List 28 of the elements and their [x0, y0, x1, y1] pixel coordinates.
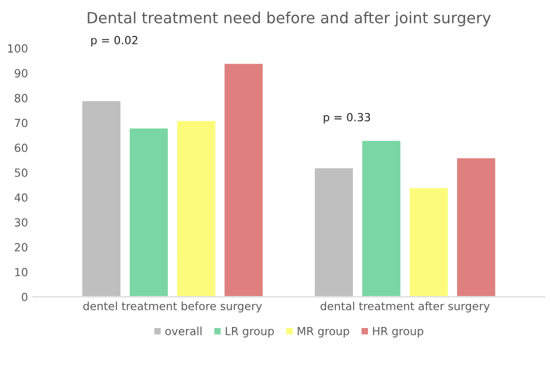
y-tick-label: 10: [15, 268, 28, 276]
bar: [360, 140, 402, 297]
y-tick-label: 50: [14, 168, 28, 177]
y-tick-label: 20: [14, 243, 28, 252]
y-tick-label: 80: [14, 94, 28, 102]
bar: [128, 127, 170, 297]
y-tick-label: 70: [14, 118, 28, 128]
bar: [223, 62, 264, 297]
x-tick-label: dentel treatment before surgery: [83, 302, 262, 312]
bar: [176, 120, 217, 297]
bar: [408, 186, 450, 297]
x-tick-label: dental treatment after surgery: [320, 302, 490, 312]
y-tick-label: 30: [14, 218, 28, 227]
legend-label: overall: [165, 326, 202, 336]
bar: [80, 100, 122, 297]
legend-label: MR group: [298, 327, 350, 338]
legend-label: LR group: [226, 327, 274, 338]
bar: [456, 156, 497, 297]
y-tick-label: 60: [14, 144, 28, 152]
legend-label: HR group: [373, 327, 424, 338]
text: p = 0.02: [91, 36, 138, 46]
chart-title: Dental treatment need before and after joint surgery: [88, 12, 491, 26]
y-tick-label: 90: [14, 69, 28, 78]
y-tick-label: 0: [22, 292, 28, 302]
bar: [313, 166, 354, 297]
annotation: p = 0.33: [324, 112, 370, 124]
y-tick-label: 100: [8, 44, 28, 53]
y-tick-label: 40: [14, 193, 28, 202]
